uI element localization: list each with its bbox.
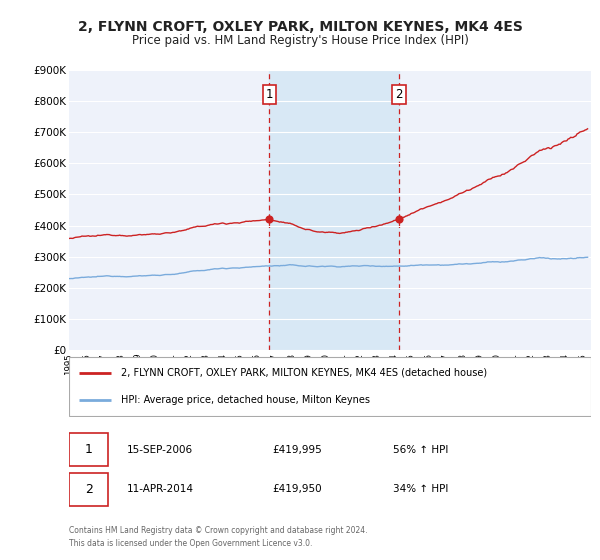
FancyBboxPatch shape	[69, 473, 108, 506]
Point	[394, 215, 404, 224]
Text: 34% ↑ HPI: 34% ↑ HPI	[392, 484, 448, 494]
Text: 56% ↑ HPI: 56% ↑ HPI	[392, 445, 448, 455]
Text: 11-APR-2014: 11-APR-2014	[127, 484, 193, 494]
Text: 2: 2	[395, 88, 403, 101]
Text: 15-SEP-2006: 15-SEP-2006	[127, 445, 193, 455]
Text: 1: 1	[85, 444, 92, 456]
Text: 1: 1	[266, 88, 273, 101]
Text: £419,995: £419,995	[272, 445, 322, 455]
Bar	[269, 70, 399, 350]
Text: 2, FLYNN CROFT, OXLEY PARK, MILTON KEYNES, MK4 4ES (detached house): 2, FLYNN CROFT, OXLEY PARK, MILTON KEYNE…	[121, 368, 487, 378]
Point	[265, 215, 274, 224]
Text: This data is licensed under the Open Government Licence v3.0.: This data is licensed under the Open Gov…	[69, 539, 313, 548]
Text: HPI: Average price, detached house, Milton Keynes: HPI: Average price, detached house, Milt…	[121, 395, 370, 405]
Text: Contains HM Land Registry data © Crown copyright and database right 2024.: Contains HM Land Registry data © Crown c…	[69, 526, 367, 535]
Text: 2: 2	[85, 483, 92, 496]
Text: Price paid vs. HM Land Registry's House Price Index (HPI): Price paid vs. HM Land Registry's House …	[131, 34, 469, 46]
FancyBboxPatch shape	[69, 357, 591, 416]
Text: 2, FLYNN CROFT, OXLEY PARK, MILTON KEYNES, MK4 4ES: 2, FLYNN CROFT, OXLEY PARK, MILTON KEYNE…	[77, 20, 523, 34]
Text: £419,950: £419,950	[272, 484, 322, 494]
FancyBboxPatch shape	[69, 433, 108, 466]
